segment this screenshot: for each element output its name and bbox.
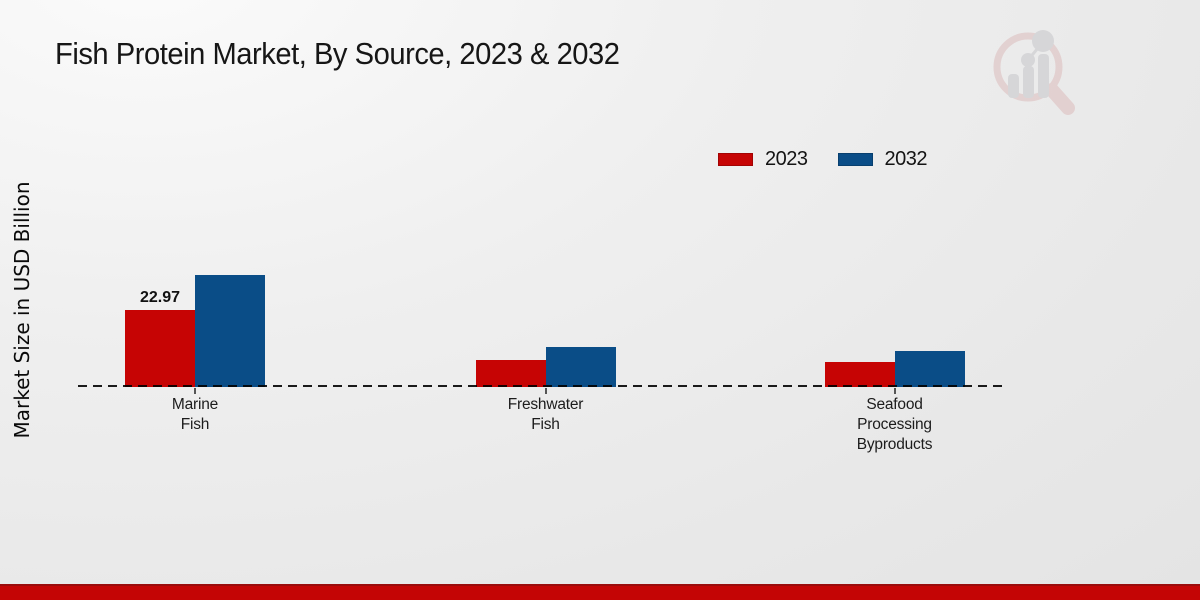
x-axis-tick-marine-fish (194, 388, 196, 394)
bar-2023-marine-fish (125, 310, 195, 387)
legend-label-2023: 2023 (765, 148, 808, 170)
x-axis-baseline (78, 385, 1008, 387)
bar-2023-seafood-processing-byproducts (824, 362, 895, 387)
bar-2032-marine-fish (195, 275, 265, 387)
chart-title: Fish Protein Market, By Source, 2023 & 2… (55, 36, 620, 71)
category-label-freshwater-fish: Freshwater Fish (507, 396, 584, 433)
legend-item-2032: 2032 (837, 148, 928, 171)
category-label-marine-fish: Marine Fish (171, 396, 219, 433)
x-axis-tick-freshwater-fish (544, 388, 547, 394)
value-label-2023-marine-fish: 22.97 (139, 289, 181, 306)
category-label-seafood-processing-byproducts: Seafood Processing Byproducts (856, 396, 933, 453)
bar-2023-freshwater-fish (475, 360, 546, 387)
x-axis-tick-seafood-processing-byproducts (893, 388, 896, 394)
legend-swatch-2032 (837, 153, 873, 166)
bar-2032-seafood-processing-byproducts (894, 351, 965, 387)
bar-2032-freshwater-fish (545, 347, 616, 387)
footer-red-band (0, 584, 1200, 600)
magnifier-bar-chart-logo-icon (993, 30, 1075, 115)
legend-label-2032: 2032 (884, 148, 928, 170)
legend-swatch-2023 (718, 153, 753, 166)
legend-item-2023: 2023 (718, 148, 808, 171)
legend: 2023 2032 (718, 148, 927, 171)
